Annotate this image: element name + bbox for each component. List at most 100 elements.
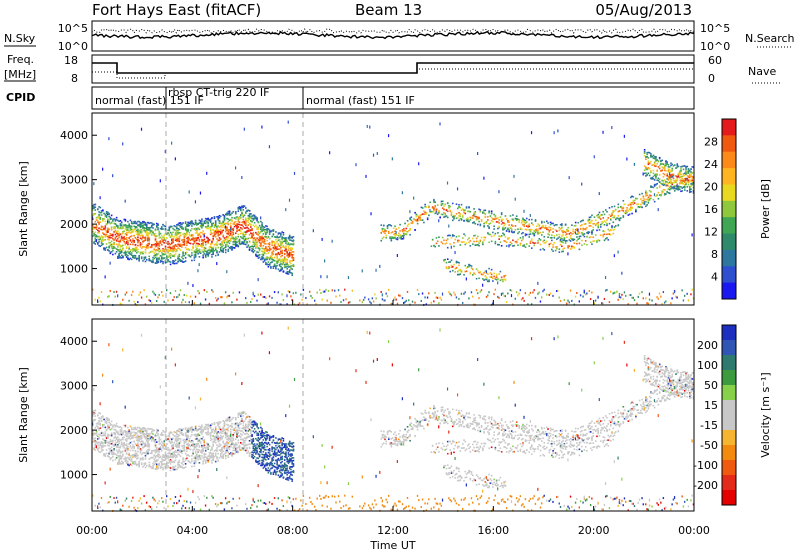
- power-cell: [302, 288, 305, 291]
- power-cell: [291, 256, 294, 258]
- power-cell: [661, 183, 663, 185]
- power-cell: [227, 233, 230, 235]
- velocity-cell: [120, 451, 123, 454]
- power-cell: [100, 228, 103, 231]
- power-cell: [614, 225, 617, 227]
- power-cell: [285, 259, 287, 261]
- power-cell: [250, 232, 252, 234]
- power-cell: [265, 232, 267, 234]
- power-cell: [238, 221, 241, 223]
- power-cell: [292, 265, 295, 268]
- power-cell: [231, 237, 233, 239]
- power-cell: [105, 233, 108, 236]
- power-cell: [113, 239, 115, 241]
- velocity-cell: [125, 457, 128, 460]
- power-cell: [540, 221, 543, 224]
- power-cell: [171, 225, 173, 228]
- power-cell: [690, 173, 692, 175]
- velocity-cell: [98, 444, 100, 447]
- power-cell: [626, 157, 628, 161]
- power-cell: [484, 221, 487, 224]
- power-cell: [168, 229, 171, 232]
- velocity-cell: [118, 463, 120, 465]
- power-cell: [633, 199, 636, 202]
- power-cell: [253, 217, 256, 220]
- power-cell: [438, 236, 440, 239]
- power-cell: [148, 258, 151, 261]
- power-cell: [691, 233, 693, 237]
- power-cell: [95, 235, 98, 238]
- power-cell: [155, 225, 158, 227]
- power-cell: [178, 247, 181, 250]
- power-cell: [685, 182, 687, 185]
- power-cell: [474, 244, 477, 247]
- power-cell: [448, 267, 450, 269]
- power-cell: [172, 231, 174, 234]
- power-cell: [130, 293, 133, 296]
- power-cell: [214, 254, 217, 257]
- power-cell: [556, 246, 558, 248]
- power-cell: [176, 233, 178, 236]
- velocity-cell: [104, 434, 107, 437]
- power-cell: [124, 218, 127, 221]
- power-cell: [275, 238, 277, 241]
- power-cell: [222, 214, 225, 216]
- power-cell: [139, 224, 142, 226]
- power-cell: [238, 223, 241, 226]
- power-cell: [223, 240, 226, 243]
- power-cell: [517, 244, 519, 247]
- power-cell: [622, 206, 625, 209]
- power-cell: [567, 299, 569, 302]
- power-cell: [559, 243, 562, 246]
- power-cell: [276, 236, 278, 239]
- power-cell: [94, 240, 97, 242]
- power-cell: [416, 222, 419, 225]
- power-cell: [202, 223, 204, 226]
- power-cell: [477, 244, 479, 246]
- power-cell: [466, 220, 469, 223]
- power-cell: [188, 254, 191, 257]
- power-cell: [483, 236, 485, 239]
- power-cell: [267, 302, 269, 305]
- velocity-cell: [125, 434, 128, 437]
- velocity-cell: [120, 433, 123, 436]
- power-cell: [597, 221, 600, 224]
- power-cell: [660, 194, 662, 197]
- power-cell: [454, 293, 456, 296]
- power-cell: [280, 250, 282, 253]
- power-cell: [186, 224, 188, 226]
- power-cell: [165, 233, 168, 236]
- power-cell: [147, 232, 149, 235]
- power-cell: [165, 257, 168, 260]
- power-cell: [645, 168, 647, 170]
- power-cell: [173, 260, 176, 263]
- power-cell: [686, 179, 689, 182]
- power-cell: [194, 240, 197, 243]
- power-cell: [485, 272, 488, 274]
- power-cell: [291, 272, 294, 275]
- power-cell: [212, 234, 214, 237]
- power-cell: [487, 232, 489, 235]
- power-cell: [115, 216, 118, 219]
- power-cell: [193, 227, 196, 230]
- power-cell: [591, 243, 593, 245]
- velocity-cell: [115, 436, 118, 439]
- power-cell: [104, 215, 107, 218]
- power-cell: [92, 205, 94, 208]
- power-cell: [643, 201, 646, 205]
- power-cell: [113, 247, 115, 249]
- power-cell: [591, 230, 593, 233]
- power-cell: [99, 218, 102, 220]
- power-cell: [608, 207, 611, 209]
- power-cell: [222, 224, 225, 227]
- power-cell: [523, 219, 526, 221]
- power-cell: [165, 255, 168, 257]
- power-cell: [408, 299, 410, 302]
- power-cell: [507, 220, 509, 222]
- power-cell: [583, 289, 585, 293]
- power-cell: [652, 186, 655, 189]
- power-cell: [158, 244, 161, 246]
- power-cell: [668, 171, 671, 174]
- power-cell: [529, 213, 531, 217]
- velocity-cell: [108, 427, 110, 430]
